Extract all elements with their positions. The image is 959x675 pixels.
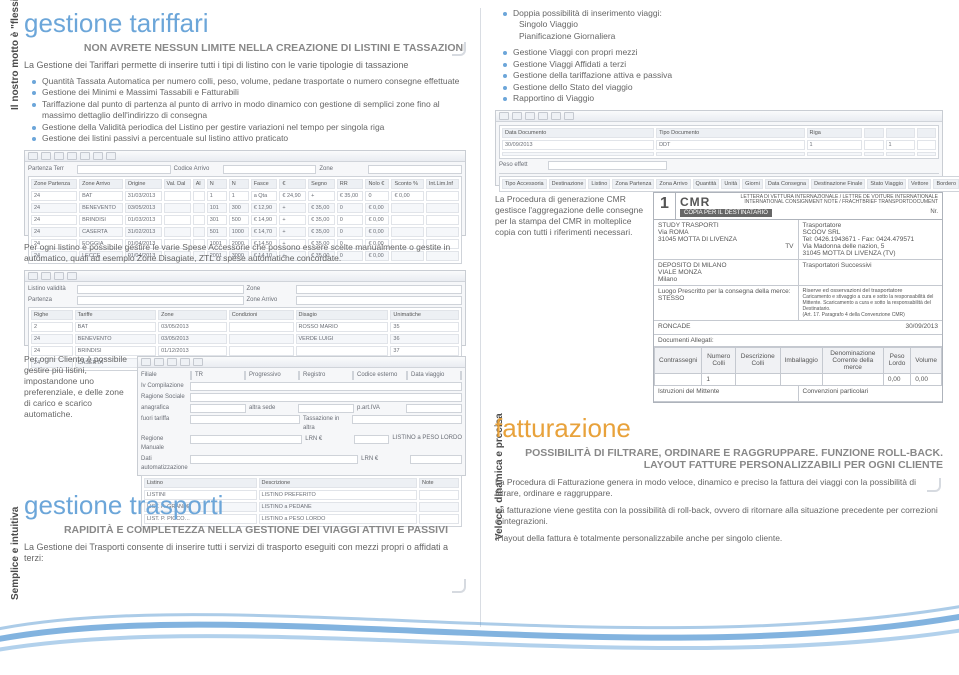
fatturazione-title: fatturazione: [495, 413, 943, 444]
fatturazione-subtitle-2: LAYOUT FATTURE PERSONALIZZABILI PER OGNI…: [495, 459, 943, 471]
cmr-label: CMR: [680, 195, 710, 209]
doc-grid: Data DocumentoTipo DocumentoRiga30/09/20…: [499, 125, 939, 159]
bracket-icon: [927, 478, 941, 492]
tariffari-screenshot-1: Partenza TerrCodice ArrivoZone Zone Part…: [24, 150, 466, 236]
cmr-number-1: 1: [654, 193, 676, 219]
cmr-mittente: STUDY TRASPORTI Via ROMA 31045 MOTTA DI …: [654, 220, 799, 259]
cmr-destinatario: DEPOSITO DI MILANO VIALE MONZA Milano: [654, 260, 799, 285]
viaggi-bottom-grid: Tipo AccessoriaDestinazioneListinoZona P…: [499, 176, 959, 192]
cmr-riserve: Riserve ed osservazioni del trasportator…: [799, 286, 943, 320]
caption-spese: Per ogni listino è possibile gestire le …: [24, 242, 466, 264]
viaggi-bullets: Doppia possibilità di inserimento viaggi…: [495, 8, 943, 42]
fatturazione-p1: La Procedura di Fatturazione genera in m…: [495, 477, 943, 499]
viaggi-screenshot: Data DocumentoTipo DocumentoRiga30/09/20…: [495, 110, 943, 186]
cmr-trasp-succ: Trasportatori Successivi: [799, 260, 943, 285]
tariffari-screenshot-2: Listino validitàZone PartenzaZone Arrivo…: [24, 270, 466, 346]
right-column: Doppia possibilità di inserimento viaggi…: [481, 0, 953, 635]
cmr-document: 1 CMR LETTERA DI VETTURA INTERNAZIONALE …: [653, 192, 943, 403]
trasporti-subtitle: RAPIDITÀ E COMPLETEZZA NELLA GESTIONE DE…: [24, 524, 448, 536]
trasporti-intro: La Gestione dei Trasporti consente di in…: [24, 542, 466, 565]
page-root: Il nostro motto è "flessibilità" Semplic…: [0, 0, 959, 635]
fatturazione-p2: La fatturazione viene gestita con la pos…: [495, 505, 943, 527]
cmr-items-table: ContrassegniNumero ColliDescrizione Coll…: [654, 347, 942, 386]
cmr-luogo-consegna: Luogo Prescritto per la consegna della m…: [654, 286, 799, 320]
cmr-copy-label: COPIA PER IL DESTINATARIO: [680, 209, 772, 217]
tariffari-subtitle: NON AVRETE NESSUN LIMITE NELLA CREAZIONE…: [24, 42, 466, 54]
bracket-icon: [452, 579, 466, 593]
cmr-intro: La Procedura di generazione CMR gestisce…: [495, 194, 645, 397]
tariffari-title: gestione tariffari: [24, 8, 466, 39]
tariffari-bullets: Quantità Tassata Automatica per numero c…: [24, 76, 466, 145]
viaggi-bullets-2: Gestione Viaggi con propri mezziGestione…: [495, 47, 943, 104]
bracket-icon: [452, 42, 466, 56]
cmr-istruzioni: Istruzioni del Mittente: [654, 386, 799, 401]
cmr-convenzioni: Convenzioni particolari: [799, 386, 943, 401]
cliente-screenshot: FilialeTRProgressivoRegistroCodice ester…: [137, 356, 466, 476]
fatturazione-p3: Il layout della fattura è totalmente per…: [495, 533, 943, 544]
tariffari-intro: La Gestione dei Tariffari permette di in…: [24, 60, 466, 72]
cmr-trasportatore: Trasportatore SCOOV SRL Tel: 0426.194367…: [799, 220, 943, 259]
caption-cliente: Per ogni Cliente è possibile gestire più…: [24, 354, 129, 476]
left-column: gestione tariffari NON AVRETE NESSUN LIM…: [0, 0, 480, 635]
fatturazione-subtitle-1: POSSIBILITÀ DI FILTRARE, ORDINARE E RAGG…: [495, 447, 943, 459]
